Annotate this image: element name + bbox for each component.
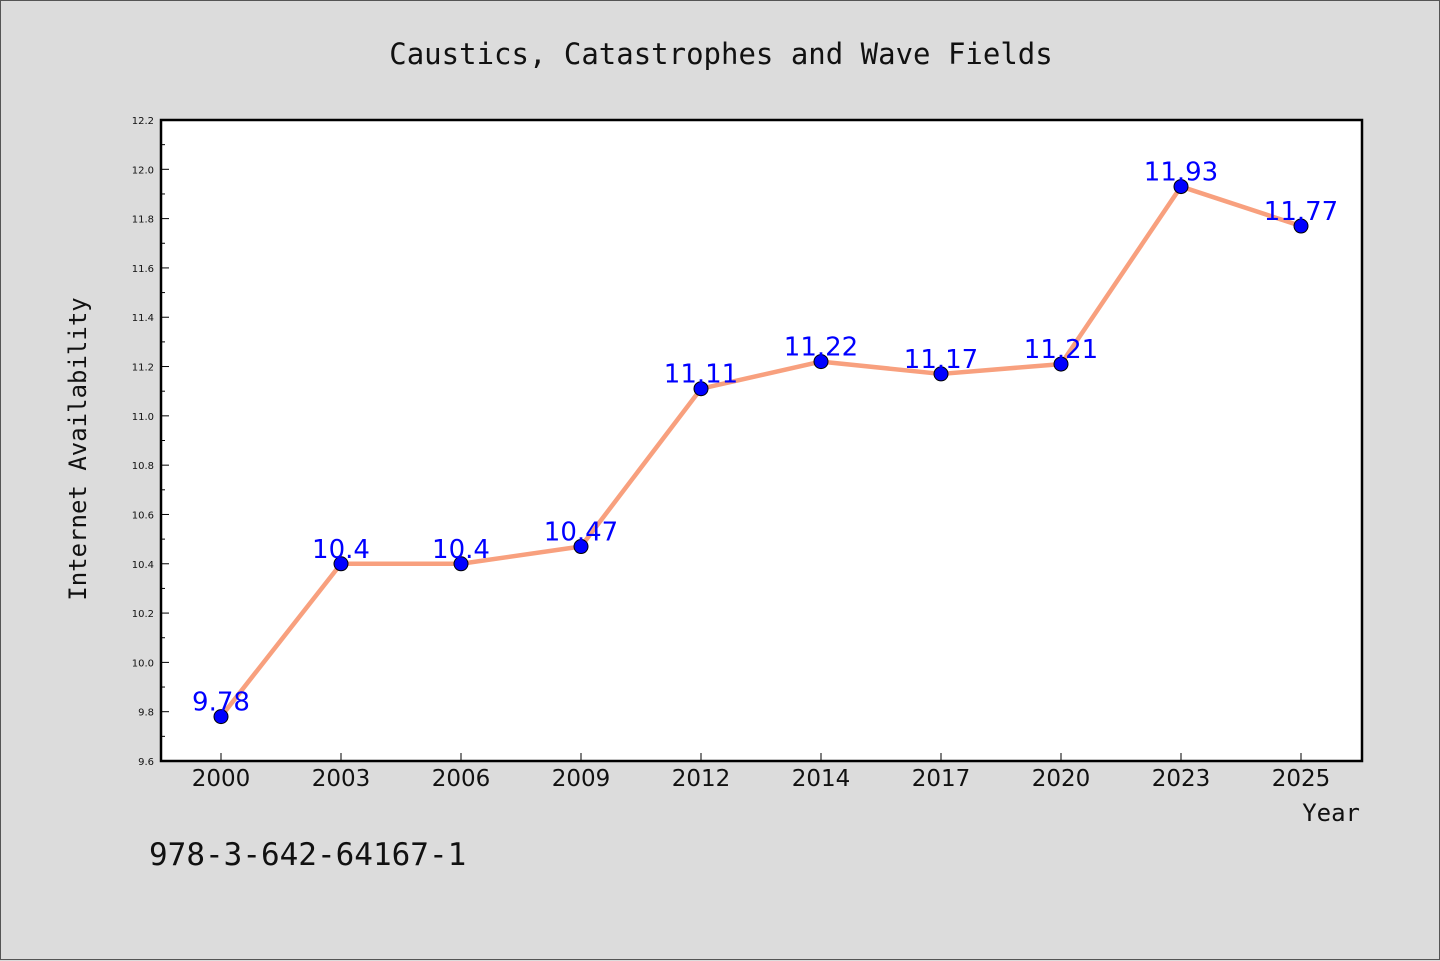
series-line (219, 184, 1302, 719)
y-tick-label: 11.8 (132, 215, 154, 226)
y-tick-label: 11.0 (132, 412, 154, 423)
y-tick-label: 10.2 (132, 609, 154, 620)
y-axis-label: Internet Availability (64, 297, 92, 600)
x-tick-label: 2017 (912, 766, 971, 792)
x-tick-label: 2023 (1152, 766, 1211, 792)
x-tick-label: 2009 (552, 766, 611, 792)
x-tick-label: 2025 (1272, 766, 1331, 792)
y-tick-label: 10.8 (132, 461, 154, 472)
data-label: 9.78 (192, 688, 250, 718)
data-label: 11.17 (904, 345, 978, 375)
x-tick-label: 2006 (432, 766, 491, 792)
y-tick-label: 10.0 (132, 658, 154, 669)
data-point-marker (573, 539, 589, 555)
y-tick-label: 9.8 (138, 708, 154, 719)
x-tick-label: 2003 (312, 766, 371, 792)
y-tick-label: 12.2 (132, 116, 154, 127)
y-tick-label: 11.6 (132, 264, 154, 275)
data-label: 11.77 (1264, 197, 1338, 227)
data-point-marker (693, 381, 709, 397)
data-label: 11.11 (664, 360, 738, 390)
x-tick-label: 2020 (1032, 766, 1091, 792)
chart-title: Caustics, Catastrophes and Wave Fields (389, 37, 1052, 71)
data-label: 10.47 (544, 518, 618, 548)
isbn-annotation: 978-3-642-64167-1 (149, 837, 466, 873)
x-axis-label: Year (1302, 799, 1360, 827)
y-tick-label: 12.0 (132, 165, 154, 176)
y-tick-label: 9.6 (138, 757, 154, 768)
data-point-marker (1173, 179, 1189, 195)
data-point-marker (813, 354, 829, 370)
data-point-marker (453, 556, 469, 572)
y-tick-label: 11.4 (132, 313, 154, 324)
data-point-marker (213, 709, 229, 725)
x-tick-label: 2014 (792, 766, 851, 792)
data-label: 11.93 (1144, 158, 1218, 188)
data-label: 10.4 (312, 535, 370, 565)
data-point-marker (333, 556, 349, 572)
y-tick-label: 10.6 (132, 510, 154, 521)
y-tick-label: 10.4 (132, 560, 154, 571)
data-point-marker (1293, 218, 1309, 234)
y-tick-label: 11.2 (132, 363, 154, 374)
data-label: 11.22 (784, 333, 858, 363)
data-point-marker (1053, 356, 1069, 372)
x-tick-label: 2000 (192, 766, 251, 792)
data-point-marker (933, 366, 949, 382)
plot-area (159, 118, 1364, 763)
x-tick-label: 2012 (672, 766, 731, 792)
data-label: 11.21 (1024, 335, 1098, 365)
data-label: 10.4 (432, 535, 490, 565)
